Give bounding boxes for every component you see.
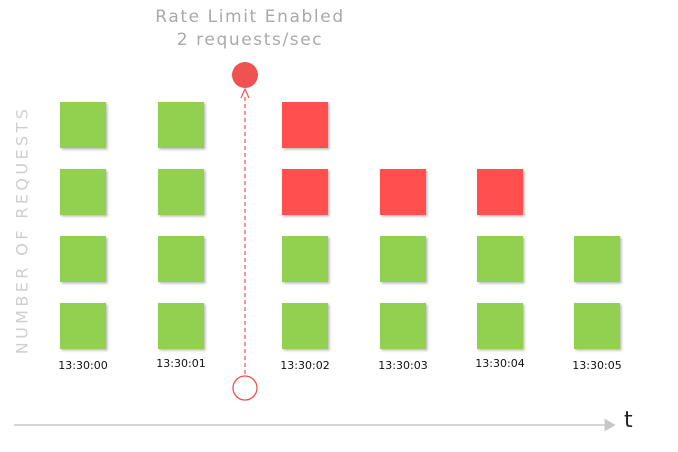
time-label: 13:30:05 (572, 359, 621, 372)
request-block-allowed (60, 303, 106, 349)
request-block-rejected (380, 169, 426, 215)
request-block-allowed (282, 303, 328, 349)
time-label: 13:30:04 (475, 357, 524, 370)
x-axis-label: t (624, 408, 633, 433)
request-block-allowed (380, 236, 426, 282)
request-block-allowed (477, 303, 523, 349)
request-block-allowed (60, 236, 106, 282)
rate-limit-arrowhead (240, 87, 250, 99)
time-label: 13:30:02 (280, 359, 329, 372)
diagram-subtitle: 2 requests/sec (176, 30, 324, 50)
request-block-allowed (158, 303, 204, 349)
request-block-allowed (158, 169, 204, 215)
rate-limit-start-marker (232, 375, 258, 401)
request-block-allowed (282, 236, 328, 282)
rate-limit-top-marker (232, 62, 258, 88)
request-block-allowed (380, 303, 426, 349)
request-block-rejected (477, 169, 523, 215)
time-label: 13:30:00 (58, 359, 107, 372)
time-label: 13:30:01 (156, 357, 205, 370)
request-block-rejected (282, 102, 328, 148)
diagram-title: Rate Limit Enabled (155, 7, 345, 27)
request-block-allowed (60, 102, 106, 148)
request-block-allowed (574, 303, 620, 349)
request-block-allowed (477, 236, 523, 282)
request-block-allowed (158, 102, 204, 148)
request-block-allowed (60, 169, 106, 215)
time-label: 13:30:03 (378, 359, 427, 372)
request-block-allowed (574, 236, 620, 282)
request-block-allowed (158, 236, 204, 282)
request-block-rejected (282, 169, 328, 215)
